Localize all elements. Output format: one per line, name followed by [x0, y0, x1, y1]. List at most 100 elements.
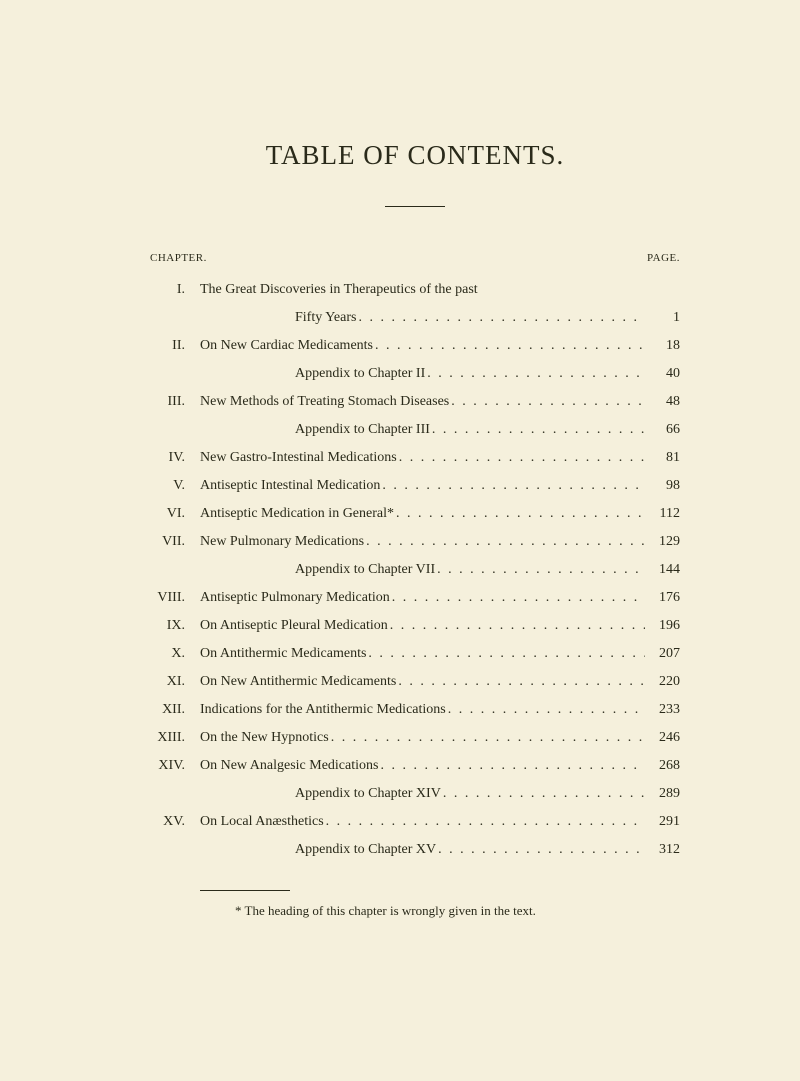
- toc-entry: X.On Antithermic Medicaments. . . . . . …: [150, 643, 680, 664]
- leader-dots: . . . . . . . . . . . . . . . . . . . . …: [430, 419, 645, 440]
- page-number: 220: [645, 671, 680, 692]
- leader-dots: . . . . . . . . . . . . . . . . . . . . …: [436, 839, 645, 860]
- toc-entry: Appendix to Chapter III. . . . . . . . .…: [150, 419, 680, 440]
- leader-dots: . . . . . . . . . . . . . . . . . . . . …: [397, 447, 645, 468]
- page-number: 81: [645, 447, 680, 468]
- toc-entry: Appendix to Chapter XV. . . . . . . . . …: [150, 839, 680, 860]
- footnote-rule: [200, 890, 290, 891]
- chapter-number: XII.: [150, 699, 200, 720]
- entry-text: Appendix to Chapter VII: [295, 559, 435, 580]
- toc-entry: VIII.Antiseptic Pulmonary Medication. . …: [150, 587, 680, 608]
- entry-text: Antiseptic Intestinal Medication: [200, 475, 380, 496]
- toc-entry: VII.New Pulmonary Medications. . . . . .…: [150, 531, 680, 552]
- leader-dots: . . . . . . . . . . . . . . . . . . . . …: [373, 335, 645, 356]
- toc-entry: XI.On New Antithermic Medicaments. . . .…: [150, 671, 680, 692]
- toc-entry: VI.Antiseptic Medication in General*. . …: [150, 503, 680, 524]
- page-number: 246: [645, 727, 680, 748]
- page-title: TABLE OF CONTENTS.: [150, 140, 680, 171]
- chapter-number: III.: [150, 391, 200, 412]
- chapter-number: I.: [150, 279, 200, 300]
- entry-text: The Great Discoveries in Therapeutics of…: [200, 279, 478, 300]
- toc-entry: IX.On Antiseptic Pleural Medication. . .…: [150, 615, 680, 636]
- page-number: 40: [645, 363, 680, 384]
- toc-entry: II.On New Cardiac Medicaments. . . . . .…: [150, 335, 680, 356]
- header-page: PAGE.: [647, 252, 680, 264]
- page-number: 268: [645, 755, 680, 776]
- entry-text: Antiseptic Pulmonary Medication: [200, 587, 390, 608]
- chapter-number: XI.: [150, 671, 200, 692]
- entry-text: Antiseptic Medication in General*: [200, 503, 394, 524]
- toc-entry: XIII.On the New Hypnotics. . . . . . . .…: [150, 727, 680, 748]
- chapter-number: XV.: [150, 811, 200, 832]
- entry-text: Appendix to Chapter XV: [295, 839, 436, 860]
- title-divider: [385, 206, 445, 207]
- toc-entry: I.The Great Discoveries in Therapeutics …: [150, 279, 680, 300]
- page-number: 233: [645, 699, 680, 720]
- page-number: 66: [645, 419, 680, 440]
- page-number: 1: [645, 307, 680, 328]
- page-number: 112: [645, 503, 680, 524]
- entry-text: On New Antithermic Medicaments: [200, 671, 396, 692]
- entry-text: Fifty Years: [295, 307, 356, 328]
- leader-dots: . . . . . . . . . . . . . . . . . . . . …: [435, 559, 645, 580]
- page-number: 289: [645, 783, 680, 804]
- chapter-number: XIV.: [150, 755, 200, 776]
- toc-entry: XIV.On New Analgesic Medications. . . . …: [150, 755, 680, 776]
- entry-text: Appendix to Chapter III: [295, 419, 430, 440]
- chapter-number: IX.: [150, 615, 200, 636]
- page-number: 196: [645, 615, 680, 636]
- chapter-number: II.: [150, 335, 200, 356]
- page-number: 207: [645, 643, 680, 664]
- toc-entry: III.New Methods of Treating Stomach Dise…: [150, 391, 680, 412]
- entry-text: New Gastro-Intestinal Medications: [200, 447, 397, 468]
- entry-text: On New Analgesic Medications: [200, 755, 378, 776]
- toc-entry: Appendix to Chapter XIV. . . . . . . . .…: [150, 783, 680, 804]
- leader-dots: . . . . . . . . . . . . . . . . . . . . …: [356, 307, 645, 328]
- page-number: 291: [645, 811, 680, 832]
- toc-entry: Appendix to Chapter VII. . . . . . . . .…: [150, 559, 680, 580]
- entry-text: On Antithermic Medicaments: [200, 643, 366, 664]
- toc-header: CHAPTER. PAGE.: [150, 252, 680, 264]
- entry-text: New Methods of Treating Stomach Diseases: [200, 391, 449, 412]
- leader-dots: . . . . . . . . . . . . . . . . . . . . …: [394, 503, 645, 524]
- chapter-number: V.: [150, 475, 200, 496]
- chapter-number: IV.: [150, 447, 200, 468]
- entry-text: Appendix to Chapter XIV: [295, 783, 441, 804]
- leader-dots: . . . . . . . . . . . . . . . . . . . . …: [388, 615, 645, 636]
- page-number: 98: [645, 475, 680, 496]
- page-number: 312: [645, 839, 680, 860]
- leader-dots: . . . . . . . . . . . . . . . . . . . . …: [396, 671, 645, 692]
- leader-dots: . . . . . . . . . . . . . . . . . . . . …: [380, 475, 645, 496]
- page-number: 144: [645, 559, 680, 580]
- leader-dots: . . . . . . . . . . . . . . . . . . . . …: [441, 783, 645, 804]
- page-number: 129: [645, 531, 680, 552]
- leader-dots: . . . . . . . . . . . . . . . . . . . . …: [329, 727, 645, 748]
- leader-dots: . . . . . . . . . . . . . . . . . . . . …: [425, 363, 645, 384]
- entry-text: Appendix to Chapter II: [295, 363, 425, 384]
- toc-entry: XV.On Local Anæsthetics. . . . . . . . .…: [150, 811, 680, 832]
- leader-dots: . . . . . . . . . . . . . . . . . . . . …: [449, 391, 645, 412]
- chapter-number: VI.: [150, 503, 200, 524]
- toc-entry: V.Antiseptic Intestinal Medication. . . …: [150, 475, 680, 496]
- toc-entry: XII.Indications for the Antithermic Medi…: [150, 699, 680, 720]
- entry-text: On Antiseptic Pleural Medication: [200, 615, 388, 636]
- toc-entry: Appendix to Chapter II. . . . . . . . . …: [150, 363, 680, 384]
- toc-entry: Fifty Years. . . . . . . . . . . . . . .…: [150, 307, 680, 328]
- leader-dots: . . . . . . . . . . . . . . . . . . . . …: [364, 531, 645, 552]
- entry-text: Indications for the Antithermic Medicati…: [200, 699, 446, 720]
- page-number: 48: [645, 391, 680, 412]
- chapter-number: VII.: [150, 531, 200, 552]
- page-number: 18: [645, 335, 680, 356]
- header-chapter: CHAPTER.: [150, 252, 207, 264]
- leader-dots: . . . . . . . . . . . . . . . . . . . . …: [324, 811, 645, 832]
- toc-list: I.The Great Discoveries in Therapeutics …: [150, 279, 680, 860]
- page-number: 176: [645, 587, 680, 608]
- entry-text: On Local Anæsthetics: [200, 811, 324, 832]
- leader-dots: . . . . . . . . . . . . . . . . . . . . …: [378, 755, 645, 776]
- footnote: * The heading of this chapter is wrongly…: [235, 903, 680, 919]
- toc-entry: IV.New Gastro-Intestinal Medications. . …: [150, 447, 680, 468]
- leader-dots: . . . . . . . . . . . . . . . . . . . . …: [390, 587, 645, 608]
- entry-text: New Pulmonary Medications: [200, 531, 364, 552]
- chapter-number: X.: [150, 643, 200, 664]
- entry-text: On New Cardiac Medicaments: [200, 335, 373, 356]
